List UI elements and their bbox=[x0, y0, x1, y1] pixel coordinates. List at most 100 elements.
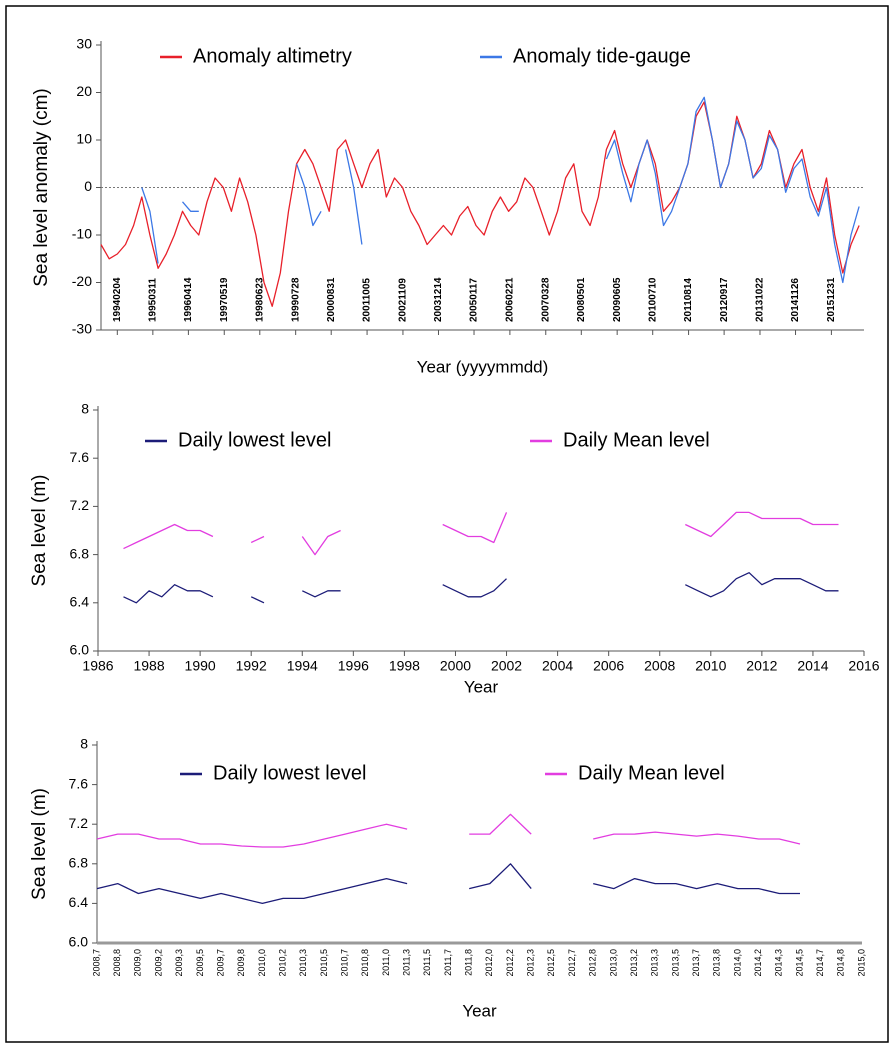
x-tick-label: 2014,8 bbox=[836, 949, 846, 977]
x-tick-label: 2010 bbox=[695, 658, 726, 674]
x-tick-label: 20110814 bbox=[683, 278, 694, 322]
x-tick-label: 1992 bbox=[236, 658, 267, 674]
x-tick-label: 2008 bbox=[644, 658, 675, 674]
legend-label: Daily lowest level bbox=[213, 762, 366, 784]
x-tick-label: 20100710 bbox=[647, 277, 658, 322]
x-tick-label: 19950311 bbox=[147, 278, 158, 322]
x-tick-label: 20151231 bbox=[826, 277, 837, 322]
x-tick-label: 20080501 bbox=[576, 277, 587, 322]
series-line bbox=[123, 572, 839, 604]
x-tick-label: 2012,8 bbox=[588, 949, 598, 977]
x-tick-label: 2011,8 bbox=[464, 949, 474, 976]
y-tick-label: 7.6 bbox=[70, 449, 90, 465]
x-axis-label: Year bbox=[462, 1001, 497, 1020]
x-tick-label: 20131022 bbox=[755, 277, 766, 322]
x-tick-label: 2011,5 bbox=[422, 949, 432, 976]
x-tick-label: 2016 bbox=[848, 658, 879, 674]
x-tick-label: 1986 bbox=[82, 658, 113, 674]
x-tick-label: 2012,5 bbox=[546, 949, 556, 977]
y-tick-label: 0 bbox=[84, 178, 92, 194]
x-tick-label: 2009,0 bbox=[133, 949, 143, 977]
x-tick-label: 2009,8 bbox=[236, 949, 246, 977]
x-tick-label: 2013,2 bbox=[629, 949, 639, 977]
x-tick-label: 20021109 bbox=[398, 278, 409, 322]
x-tick-label: 2009,3 bbox=[174, 949, 184, 977]
x-tick-label: 2012,7 bbox=[567, 949, 577, 977]
x-tick-label: 2006 bbox=[593, 658, 624, 674]
series-line bbox=[141, 96, 860, 284]
x-tick-label: 2014,0 bbox=[732, 949, 742, 977]
x-tick-label: 1988 bbox=[133, 658, 164, 674]
x-tick-label: 2011,0 bbox=[381, 949, 391, 976]
x-tick-label: 1998 bbox=[389, 658, 420, 674]
x-tick-label: 2012,0 bbox=[484, 949, 494, 977]
y-tick-label: 6.8 bbox=[70, 545, 90, 561]
x-tick-label: 2014,2 bbox=[753, 949, 763, 977]
x-tick-label: 2010,5 bbox=[319, 949, 329, 977]
x-tick-label: 2009,5 bbox=[195, 949, 205, 977]
y-tick-label: 6.0 bbox=[70, 642, 90, 658]
legend-label: Anomaly tide-gauge bbox=[513, 45, 691, 67]
x-tick-label: 2008,8 bbox=[112, 949, 122, 977]
x-tick-label: 20070328 bbox=[540, 277, 551, 322]
x-tick-label: 2012,3 bbox=[526, 949, 536, 977]
y-tick-label: 7.6 bbox=[69, 775, 89, 791]
y-tick-label: -10 bbox=[72, 226, 92, 242]
x-tick-label: 20011005 bbox=[362, 278, 373, 322]
x-tick-label: 20141126 bbox=[790, 278, 801, 322]
x-tick-label: 20000831 bbox=[326, 277, 337, 322]
legend-label: Anomaly altimetry bbox=[193, 45, 352, 67]
legend-label: Daily Mean level bbox=[563, 429, 710, 451]
x-tick-label: 19990728 bbox=[290, 277, 301, 322]
x-axis-label: Year (yyyymmdd) bbox=[417, 357, 549, 376]
x-tick-label: 1990 bbox=[185, 658, 216, 674]
legend-label: Daily Mean level bbox=[578, 762, 725, 784]
x-tick-label: 2013,8 bbox=[712, 949, 722, 977]
y-tick-label: -30 bbox=[72, 321, 92, 337]
x-tick-label: 2012,2 bbox=[505, 949, 515, 977]
x-tick-label: 19940204 bbox=[112, 277, 123, 322]
x-tick-label: 20031214 bbox=[433, 277, 444, 322]
y-tick-label: 6.0 bbox=[69, 934, 89, 950]
y-tick-label: 30 bbox=[76, 36, 92, 52]
x-tick-label: 19980623 bbox=[254, 277, 265, 322]
x-tick-label: 2012 bbox=[746, 658, 777, 674]
x-tick-label: 2002 bbox=[491, 658, 522, 674]
x-tick-label: 19970519 bbox=[219, 277, 230, 322]
x-tick-label: 20120917 bbox=[719, 277, 730, 322]
x-tick-label: 2000 bbox=[440, 658, 471, 674]
x-tick-label: 1994 bbox=[287, 658, 318, 674]
x-tick-label: 2014 bbox=[797, 658, 828, 674]
y-tick-label: 8 bbox=[80, 736, 88, 752]
x-axis-label: Year bbox=[464, 677, 499, 696]
x-tick-label: 2009,7 bbox=[215, 949, 225, 977]
x-tick-label: 2011,7 bbox=[443, 949, 453, 976]
x-tick-label: 19960414 bbox=[183, 277, 194, 322]
legend-label: Daily lowest level bbox=[178, 429, 331, 451]
x-tick-label: 2010,7 bbox=[339, 949, 349, 977]
x-tick-label: 20060221 bbox=[505, 277, 516, 322]
y-axis-label: Sea level (m) bbox=[29, 788, 50, 900]
x-tick-label: 2013,7 bbox=[691, 949, 701, 977]
y-tick-label: -20 bbox=[72, 273, 92, 289]
series-line bbox=[123, 511, 839, 556]
x-tick-label: 2010,3 bbox=[298, 949, 308, 977]
x-tick-label: 2015,0 bbox=[856, 949, 866, 977]
y-axis-label: Sea level anomaly (cm) bbox=[31, 88, 52, 287]
x-tick-label: 2014,7 bbox=[815, 949, 825, 977]
x-tick-label: 2014,5 bbox=[794, 949, 804, 977]
x-tick-label: 2010,0 bbox=[257, 949, 267, 977]
y-axis-label: Sea level (m) bbox=[29, 475, 50, 587]
y-tick-label: 6.4 bbox=[70, 594, 90, 610]
x-tick-label: 2014,3 bbox=[774, 949, 784, 977]
x-tick-label: 2013,0 bbox=[608, 949, 618, 977]
x-tick-label: 20090605 bbox=[612, 277, 623, 322]
y-tick-label: 6.8 bbox=[69, 855, 89, 871]
y-tick-label: 7.2 bbox=[70, 497, 90, 513]
x-tick-label: 1996 bbox=[338, 658, 369, 674]
y-tick-label: 7.2 bbox=[69, 815, 89, 831]
y-tick-label: 10 bbox=[76, 131, 92, 147]
x-tick-label: 2010,2 bbox=[277, 949, 287, 977]
x-tick-label: 2013,5 bbox=[670, 949, 680, 977]
